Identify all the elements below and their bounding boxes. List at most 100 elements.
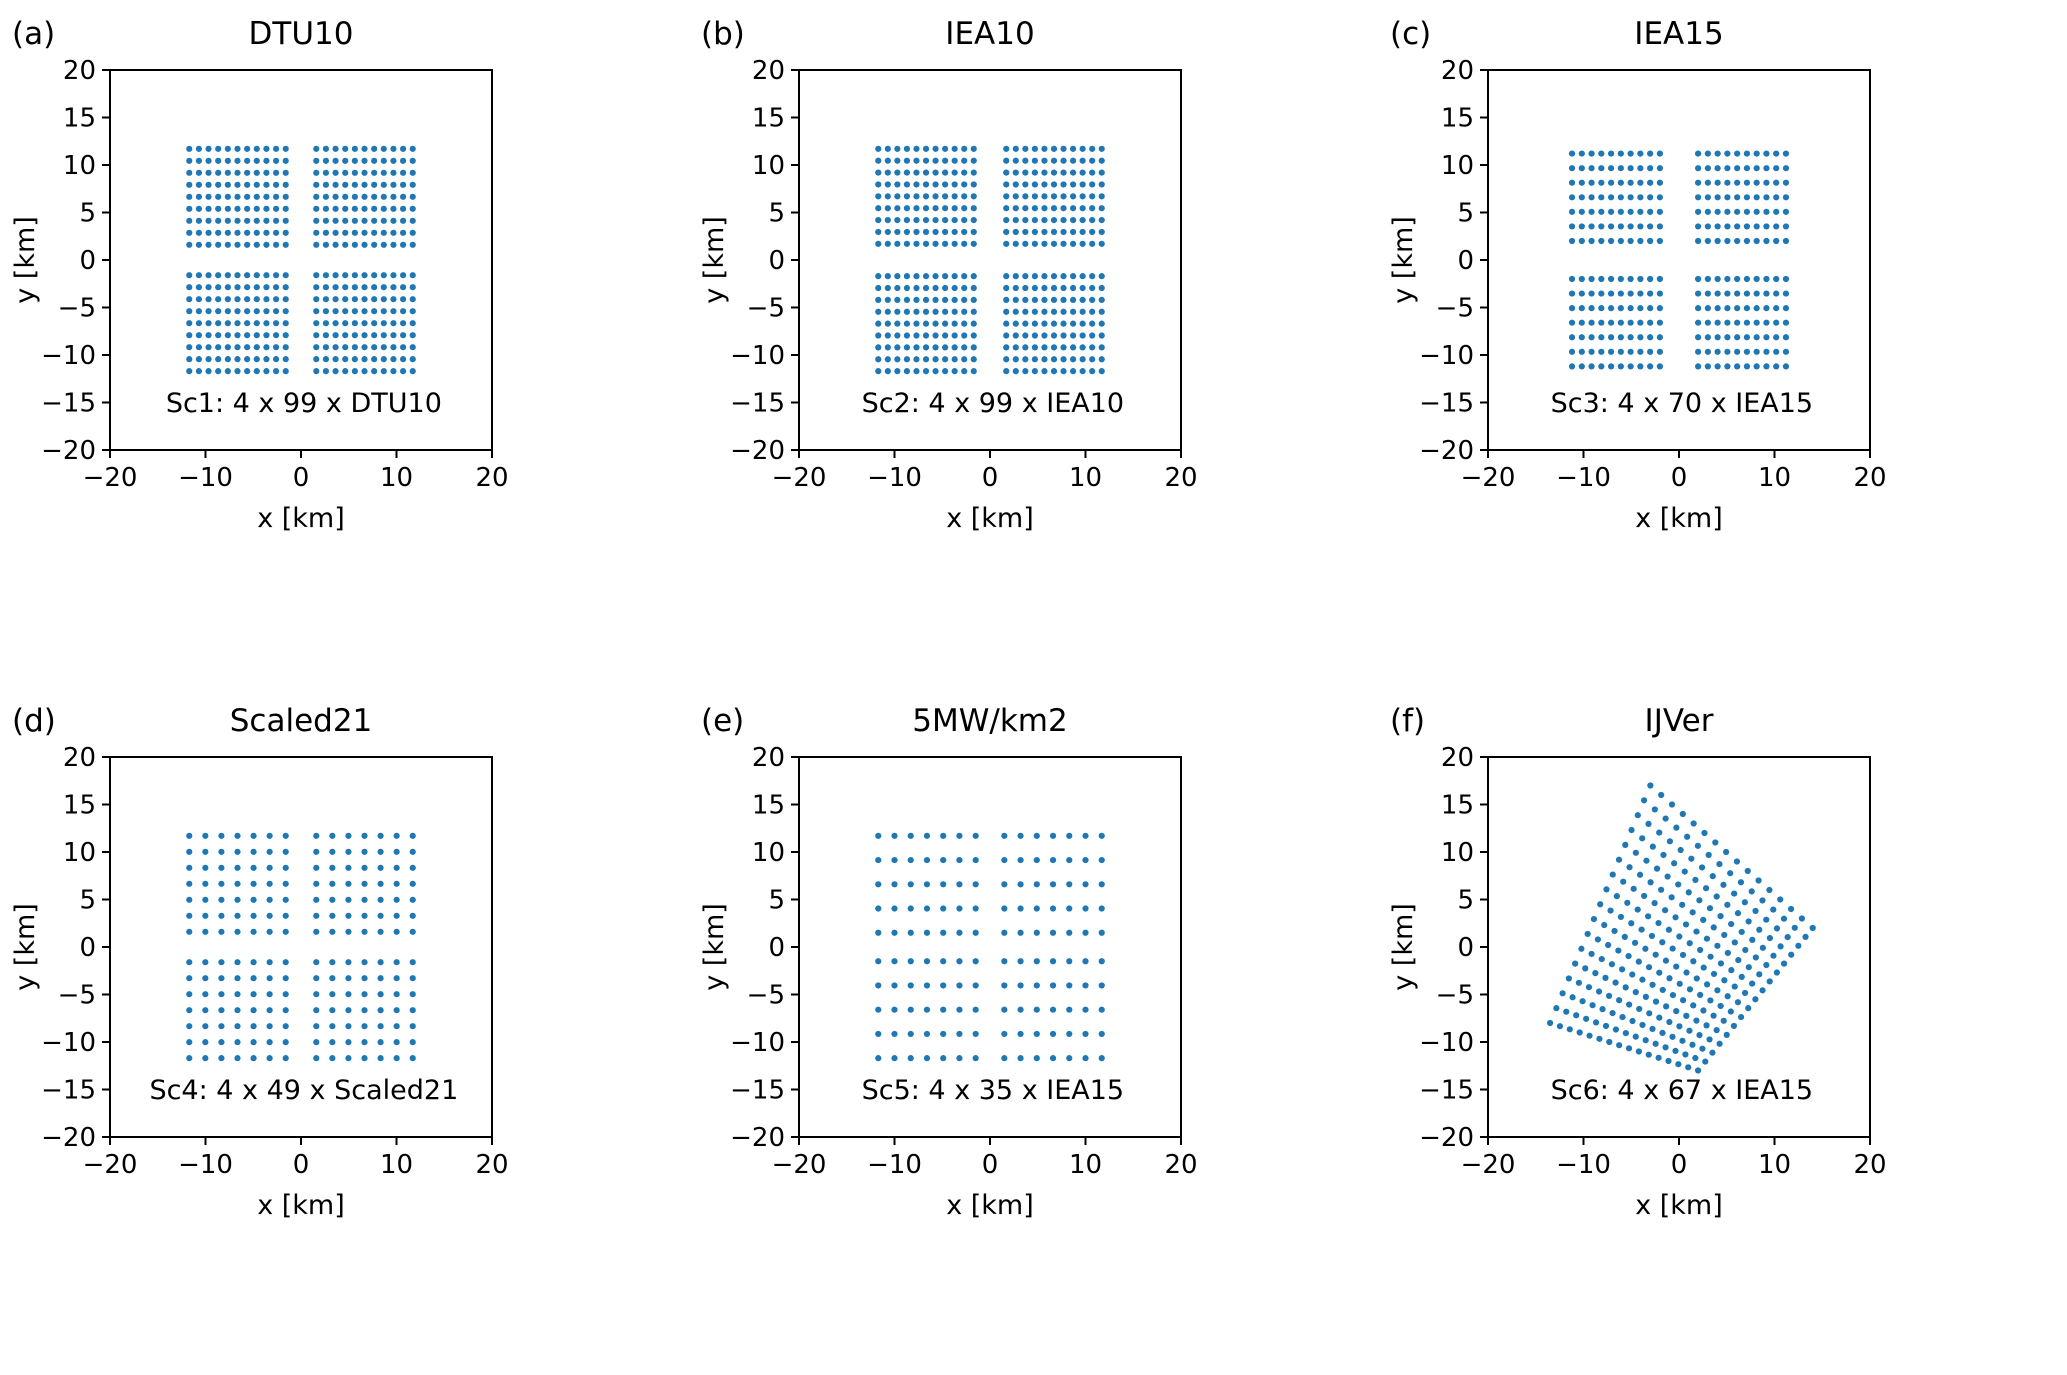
- turbine-marker: [1782, 363, 1790, 370]
- turbine-marker: [1693, 1017, 1700, 1024]
- turbine-marker: [1069, 296, 1077, 303]
- turbine-marker: [1647, 348, 1654, 355]
- turbine-marker: [875, 169, 882, 176]
- turbine-marker: [342, 344, 349, 351]
- panel-letter: (a): [12, 16, 55, 52]
- turbine-marker: [907, 929, 914, 936]
- turbine-marker: [263, 368, 270, 375]
- turbine-marker: [1001, 832, 1008, 839]
- turbine-marker: [1627, 319, 1634, 326]
- x-tick-label: 20: [1164, 1150, 1197, 1180]
- turbine-marker: [970, 240, 977, 247]
- turbine-marker: [1724, 305, 1731, 312]
- turbine-marker: [1636, 1005, 1643, 1013]
- turbine-marker: [1017, 958, 1024, 965]
- turbine-marker: [1060, 157, 1067, 164]
- turbine-marker: [932, 169, 939, 176]
- turbine-marker: [1752, 954, 1759, 961]
- turbine-marker: [272, 368, 280, 375]
- turbine-marker: [942, 296, 949, 303]
- turbine-marker: [907, 958, 914, 965]
- turbine-marker: [1003, 217, 1010, 224]
- turbine-marker: [266, 848, 273, 855]
- turbine-marker: [1626, 1001, 1633, 1008]
- turbine-marker: [1763, 290, 1770, 297]
- turbine-marker: [1698, 864, 1706, 871]
- turbine-marker: [1697, 991, 1704, 998]
- turbine-marker: [1060, 356, 1067, 363]
- turbine-marker: [342, 241, 349, 248]
- turbine-marker: [1082, 1006, 1089, 1013]
- turbine-marker: [1690, 820, 1697, 827]
- turbine-marker: [234, 912, 241, 919]
- turbine-marker: [1669, 991, 1677, 999]
- turbine-marker: [1022, 356, 1029, 363]
- turbine-marker: [380, 217, 387, 224]
- turbine-marker: [913, 217, 920, 224]
- turbine-marker: [1773, 319, 1780, 326]
- turbine-marker: [390, 241, 397, 248]
- turbine-marker: [205, 344, 212, 351]
- turbine-marker: [1724, 223, 1731, 230]
- turbine-marker: [195, 205, 203, 212]
- turbine-marker: [1598, 305, 1605, 312]
- turbine-marker: [1704, 275, 1711, 283]
- turbine-marker: [1617, 275, 1624, 283]
- turbine-marker: [253, 241, 260, 248]
- turbine-marker: [195, 181, 203, 188]
- turbine-marker: [1656, 208, 1663, 215]
- turbine-marker: [875, 332, 882, 339]
- turbine-marker: [1704, 348, 1711, 355]
- turbine-marker: [380, 272, 387, 279]
- y-tick-label: 5: [79, 199, 96, 229]
- turbine-marker: [1568, 150, 1576, 157]
- turbine-marker: [951, 193, 958, 200]
- turbine-marker: [244, 145, 251, 152]
- turbine-marker: [970, 332, 977, 339]
- turbine-marker: [186, 959, 193, 966]
- turbine-marker: [244, 169, 251, 176]
- turbine-marker: [972, 1030, 979, 1038]
- turbine-marker: [1684, 833, 1691, 840]
- turbine-marker: [1720, 881, 1727, 888]
- turbine-marker: [272, 145, 280, 152]
- turbine-marker: [961, 157, 968, 164]
- turbine-marker: [1033, 832, 1040, 839]
- turbine-marker: [1665, 1057, 1672, 1065]
- turbine-marker: [393, 832, 400, 839]
- turbine-marker: [345, 975, 352, 982]
- y-tick-label: 20: [752, 56, 785, 86]
- turbine-marker: [1060, 296, 1067, 303]
- turbine-marker: [1713, 893, 1720, 900]
- turbine-marker: [371, 241, 378, 248]
- turbine-marker: [1703, 981, 1711, 988]
- y-tick-label: 10: [1441, 838, 1474, 868]
- turbine-marker: [380, 320, 387, 327]
- turbine-marker: [1069, 169, 1077, 176]
- turbine-marker: [972, 856, 979, 864]
- turbine-marker: [1082, 958, 1089, 965]
- turbine-marker: [1003, 308, 1010, 315]
- turbine-marker: [1050, 193, 1058, 200]
- turbine-marker: [1031, 368, 1038, 375]
- turbine-marker: [409, 308, 416, 315]
- turbine-marker: [922, 228, 930, 236]
- turbine-marker: [1748, 888, 1755, 895]
- turbine-marker: [951, 169, 958, 176]
- turbine-marker: [1695, 363, 1702, 370]
- turbine-marker: [961, 240, 968, 247]
- turbine-marker: [250, 959, 257, 966]
- turbine-marker: [1041, 205, 1048, 212]
- turbine-marker: [205, 181, 212, 188]
- turbine-marker: [1733, 858, 1741, 865]
- x-tick-label: 20: [1164, 463, 1197, 493]
- turbine-marker: [1089, 320, 1096, 327]
- turbine-marker: [1728, 967, 1735, 974]
- turbine-marker: [1098, 193, 1105, 200]
- turbine-marker: [195, 368, 203, 375]
- turbine-marker: [195, 272, 203, 279]
- turbine-marker: [923, 929, 931, 936]
- turbine-marker: [1031, 344, 1038, 351]
- turbine-marker: [202, 991, 209, 998]
- turbine-marker: [390, 296, 397, 303]
